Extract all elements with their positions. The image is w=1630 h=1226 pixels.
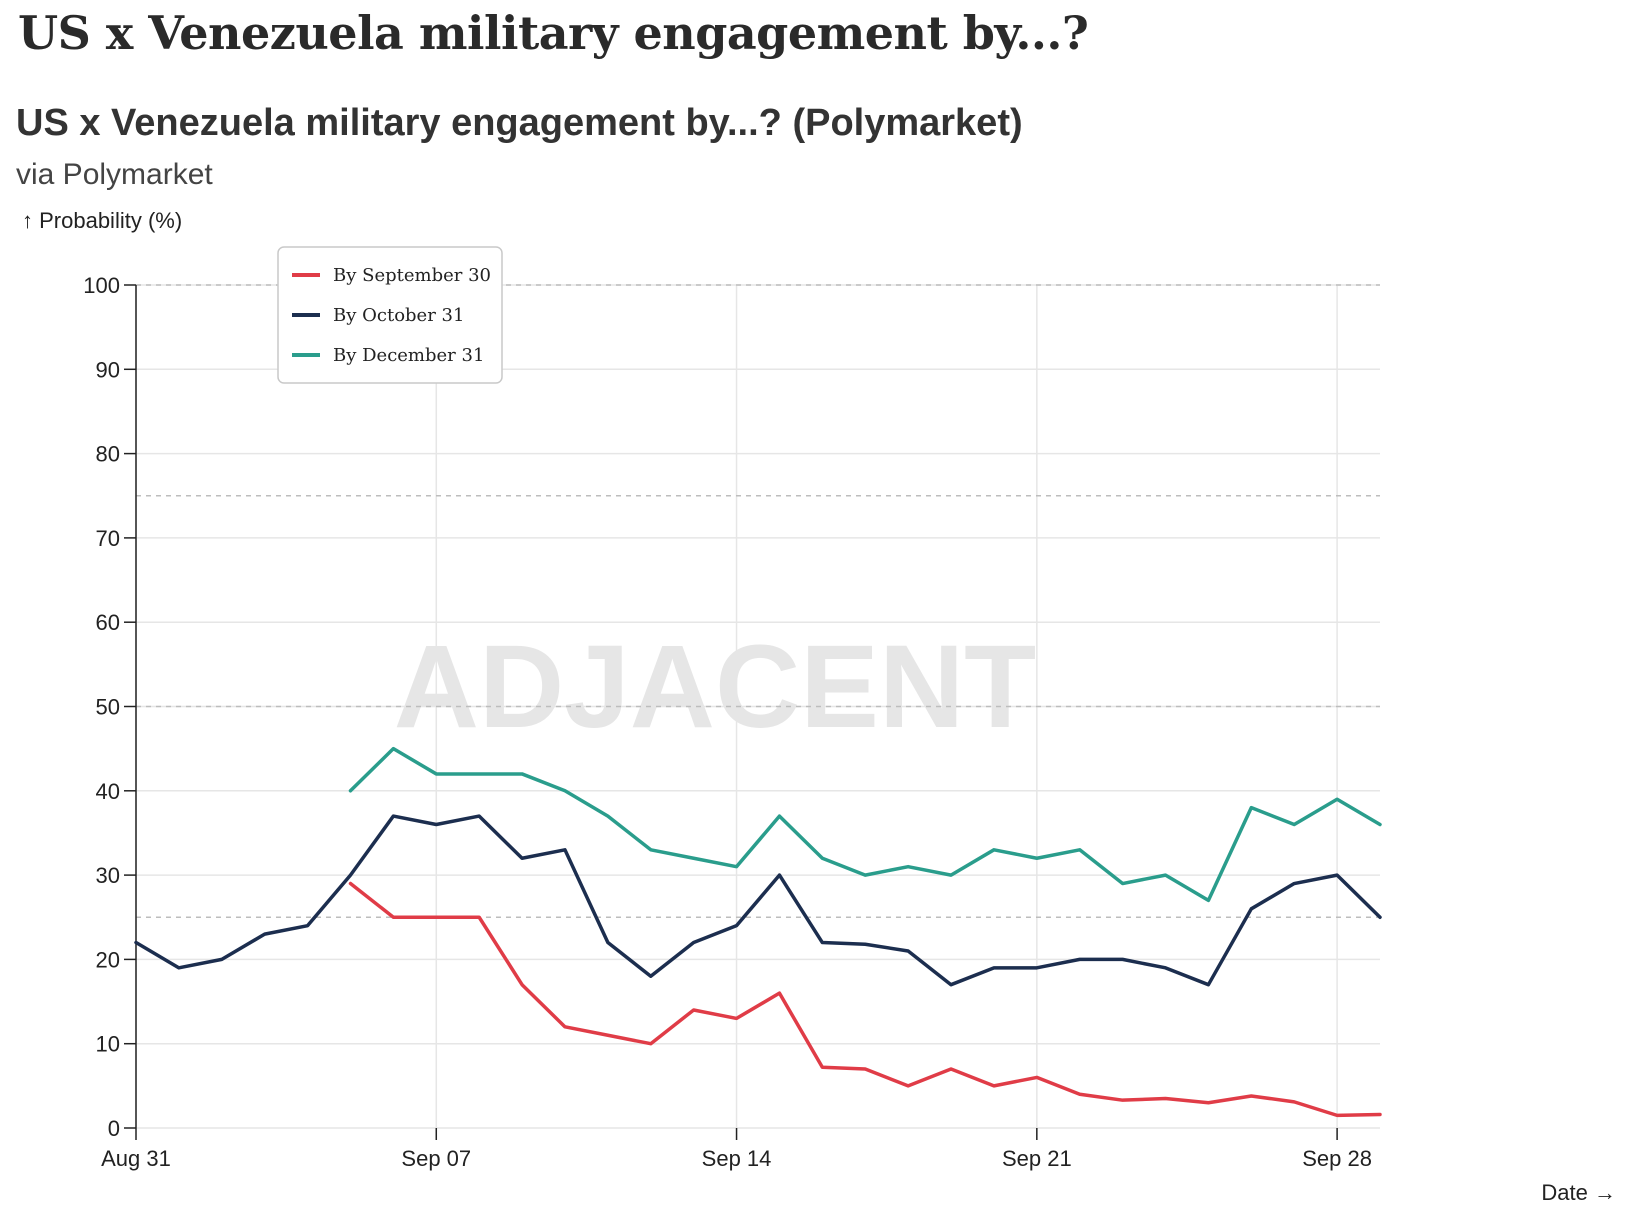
chart-subtitle: via Polymarket bbox=[16, 158, 213, 191]
legend-item-label[interactable]: By October 31 bbox=[333, 305, 464, 326]
series-layer bbox=[134, 746, 1382, 1118]
y-tick-label: 40 bbox=[96, 779, 120, 804]
chart-title: US x Venezuela military engagement by...… bbox=[16, 102, 1023, 144]
y-tick-label: 0 bbox=[108, 1116, 120, 1141]
y-tick-label: 50 bbox=[96, 695, 120, 720]
y-tick-label: 90 bbox=[96, 357, 120, 382]
x-tick-label: Sep 14 bbox=[702, 1146, 772, 1171]
x-tick-label: Sep 21 bbox=[1002, 1146, 1072, 1171]
y-axis-label: ↑ Probability (%) bbox=[22, 208, 182, 233]
watermark: ADJACENT bbox=[394, 621, 1037, 753]
series-line-1[interactable] bbox=[348, 881, 1382, 1118]
y-tick-label: 70 bbox=[96, 526, 120, 551]
legend-box bbox=[277, 246, 503, 384]
y-tick-label: 10 bbox=[96, 1032, 120, 1057]
series-line-2[interactable] bbox=[134, 814, 1382, 987]
y-tick-label: 20 bbox=[96, 947, 120, 972]
legend-item-label[interactable]: By December 31 bbox=[333, 345, 484, 366]
axes: 0 10 20 30 40 50 60 70 80 90 100 Aug 31 Sep 07 Sep 14… bbox=[83, 273, 1372, 1171]
y-tick-label: 80 bbox=[96, 442, 120, 467]
y-tick-label: 60 bbox=[96, 610, 120, 635]
reference-lines bbox=[136, 284, 1380, 918]
x-axis-label: Date → bbox=[1541, 1180, 1616, 1205]
y-tick-label: 30 bbox=[96, 863, 120, 888]
y-tick-label: 100 bbox=[83, 273, 120, 298]
legend-item-label[interactable]: By September 30 bbox=[333, 265, 491, 286]
x-tick-label: Sep 07 bbox=[401, 1146, 471, 1171]
page-title: US x Venezuela military engagement by...… bbox=[18, 6, 1089, 60]
legend[interactable]: By September 30 By October 31 By December … bbox=[277, 246, 503, 384]
x-tick-label: Sep 28 bbox=[1302, 1146, 1372, 1171]
series-line-3[interactable] bbox=[348, 746, 1382, 903]
x-tick-label: Aug 31 bbox=[101, 1146, 171, 1171]
